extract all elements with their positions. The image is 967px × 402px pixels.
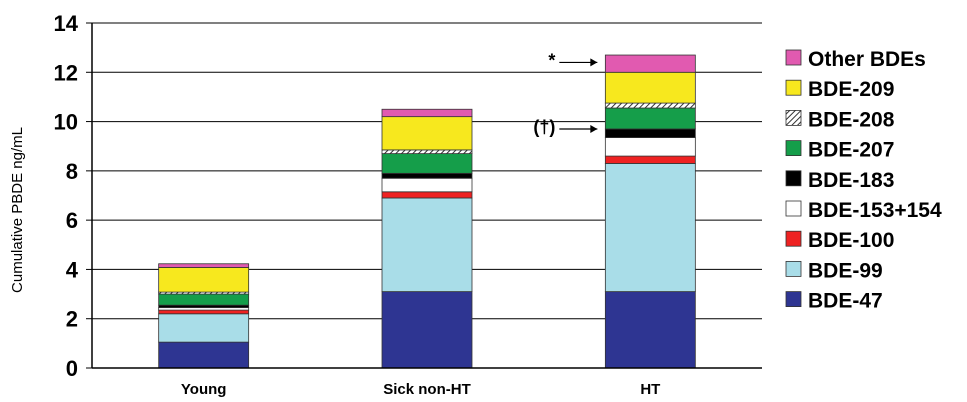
bars [158, 54, 696, 369]
annotation-label: * [548, 50, 555, 70]
bar-segment-bde-47 [158, 341, 250, 369]
legend: Other BDEs BDE-209 BDE-208 BDE-207 BDE-183 BD… [785, 48, 942, 313]
legend-swatch [785, 79, 802, 96]
bar-segment-bde-47 [604, 291, 696, 369]
bar-segment-bde-209 [158, 267, 250, 293]
bar-segment-bde-100 [604, 155, 696, 164]
x-category-label: Sick non-HT [383, 381, 471, 398]
bar-segment-bde-47 [381, 291, 473, 369]
bar-segment-bde-153-154 [604, 137, 696, 157]
legend-swatch [785, 291, 802, 308]
x-category-label: Young [181, 381, 227, 398]
y-tick-label: 14 [54, 11, 79, 36]
axes [91, 23, 762, 369]
bar-segment-bde-153-154 [381, 177, 473, 193]
bar-segment-bde-209 [381, 116, 473, 151]
bar-segment-other-bdes [158, 263, 250, 268]
bar-segment-bde-209 [604, 71, 696, 104]
legend-swatch [785, 49, 802, 66]
y-tick-label: 6 [66, 208, 78, 233]
y-tick-label: 2 [66, 307, 78, 332]
legend-label: BDE-47 [808, 290, 883, 313]
y-tick-label: 12 [54, 60, 78, 85]
bar-segment-bde-207 [381, 153, 473, 174]
annotation-arrow-head [590, 58, 598, 67]
bar-segment-other-bdes [381, 108, 473, 118]
y-axis-ticks: 0 2 4 6 8 10 12 14 [54, 11, 92, 381]
legend-label: BDE-183 [808, 169, 894, 192]
legend-label: BDE-153+154 [808, 199, 942, 222]
annotation-label: (†) [533, 117, 555, 137]
bar-segment-bde-207 [158, 293, 250, 306]
annotation-arrow-head [590, 124, 598, 133]
bar-segment-bde-99 [381, 197, 473, 293]
bar-segment-bde-100 [381, 191, 473, 199]
x-axis-categories: Young Sick non-HT HT [181, 381, 660, 398]
legend-swatch [785, 260, 802, 277]
bar-segment-bde-100 [158, 309, 250, 315]
bar-segment-bde-208 [381, 149, 473, 155]
annotations: * (†) [533, 50, 598, 137]
legend-label: BDE-99 [808, 259, 883, 282]
bar-segment-bde-99 [604, 163, 696, 293]
y-tick-label: 8 [66, 159, 78, 184]
y-tick-label: 0 [66, 356, 78, 381]
bar-segment-other-bdes [604, 54, 696, 73]
bar-segment-bde-183 [604, 128, 696, 138]
y-tick-label: 4 [66, 257, 79, 282]
legend-label: BDE-100 [808, 229, 894, 252]
legend-swatch [785, 170, 802, 187]
bar-segment-bde-183 [381, 172, 473, 179]
bar-segment-bde-207 [604, 107, 696, 130]
y-axis-label: Cumulative PBDE ng/mL [9, 127, 26, 293]
legend-swatch [785, 200, 802, 217]
legend-swatch [785, 230, 802, 247]
legend-swatch [785, 140, 802, 157]
legend-label: BDE-209 [808, 78, 894, 101]
legend-swatch [785, 110, 802, 126]
bar-segment-bde-208 [604, 102, 696, 109]
legend-label: BDE-208 [808, 108, 895, 131]
x-category-label: HT [640, 381, 660, 398]
y-tick-label: 10 [54, 110, 78, 135]
legend-label: BDE-207 [808, 139, 894, 162]
legend-label: Other BDEs [808, 48, 926, 71]
bar-segment-bde-99 [158, 313, 250, 343]
